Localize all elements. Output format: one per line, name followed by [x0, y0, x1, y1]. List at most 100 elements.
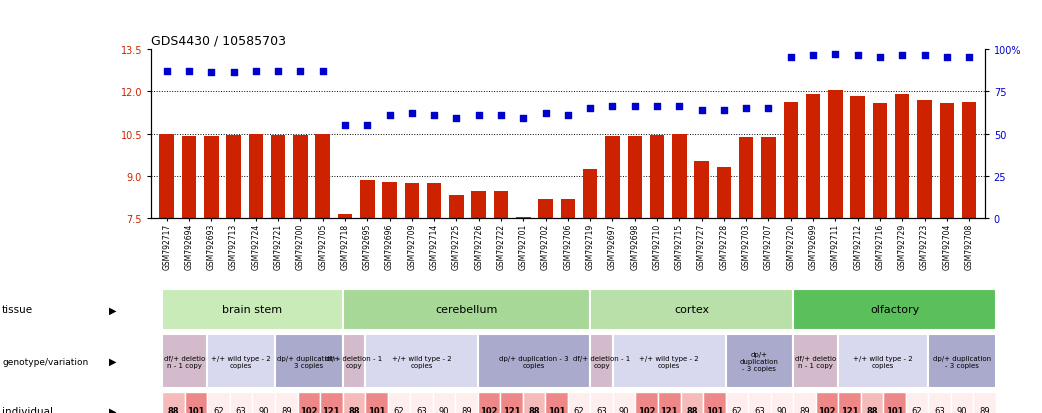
Point: [871, 55, 888, 61]
Point: [804, 53, 821, 59]
Text: 63: 63: [235, 406, 247, 413]
Text: 89: 89: [281, 406, 292, 413]
Point: [671, 104, 688, 110]
Bar: [605, 136, 620, 219]
Text: 101: 101: [705, 406, 723, 413]
Text: +/+ wild type - 2
copies: +/+ wild type - 2 copies: [640, 355, 699, 368]
Bar: [627, 136, 642, 219]
Text: 62: 62: [394, 406, 404, 413]
Point: [493, 112, 510, 119]
Bar: [962, 102, 976, 219]
Bar: [226, 136, 241, 219]
Point: [961, 55, 977, 61]
Bar: [271, 135, 286, 219]
Text: ▶: ▶: [108, 406, 117, 413]
Text: 102: 102: [480, 406, 498, 413]
Text: 88: 88: [866, 406, 877, 413]
Text: cortex: cortex: [674, 305, 710, 315]
Text: df/+ deletio
n - 1 copy: df/+ deletio n - 1 copy: [795, 355, 837, 368]
Text: 90: 90: [258, 406, 269, 413]
Text: 89: 89: [979, 406, 990, 413]
Text: 101: 101: [188, 406, 205, 413]
Point: [939, 55, 956, 61]
Text: tissue: tissue: [2, 305, 33, 315]
Bar: [404, 184, 419, 219]
Bar: [338, 215, 352, 219]
Point: [225, 70, 242, 76]
Point: [158, 68, 175, 75]
Text: +/+ wild type - 2
copies: +/+ wild type - 2 copies: [853, 355, 913, 368]
Text: 90: 90: [439, 406, 449, 413]
Bar: [293, 136, 307, 219]
Bar: [650, 135, 665, 219]
Point: [426, 112, 443, 119]
Bar: [873, 104, 887, 219]
Bar: [382, 183, 397, 219]
Point: [827, 51, 844, 58]
Text: 101: 101: [368, 406, 386, 413]
Text: 88: 88: [348, 406, 359, 413]
Bar: [561, 199, 575, 219]
Point: [783, 55, 799, 61]
Text: 89: 89: [462, 406, 472, 413]
Text: dp/+ duplication -
3 copies: dp/+ duplication - 3 copies: [277, 355, 341, 368]
Bar: [828, 90, 843, 219]
Point: [515, 116, 531, 122]
Point: [180, 68, 197, 75]
Bar: [494, 191, 508, 219]
Bar: [672, 135, 687, 219]
Text: 63: 63: [754, 406, 765, 413]
Text: df/+ deletion - 1
copy: df/+ deletion - 1 copy: [573, 355, 630, 368]
Text: 121: 121: [323, 406, 340, 413]
Text: 63: 63: [416, 406, 427, 413]
Text: 88: 88: [686, 406, 697, 413]
Point: [538, 111, 554, 117]
Point: [292, 68, 308, 75]
Text: 88: 88: [168, 406, 179, 413]
Point: [337, 122, 353, 129]
Point: [916, 53, 933, 59]
Bar: [361, 180, 374, 219]
Point: [894, 53, 911, 59]
Bar: [717, 168, 731, 219]
Text: olfactory: olfactory: [870, 305, 919, 315]
Bar: [427, 184, 442, 219]
Text: 102: 102: [818, 406, 836, 413]
Point: [248, 68, 265, 75]
Text: df/+ deletio
n - 1 copy: df/+ deletio n - 1 copy: [165, 355, 205, 368]
Text: 121: 121: [661, 406, 678, 413]
Text: 90: 90: [776, 406, 787, 413]
Bar: [739, 138, 753, 219]
Point: [470, 112, 487, 119]
Text: 102: 102: [638, 406, 655, 413]
Bar: [895, 95, 910, 219]
Text: 62: 62: [574, 406, 585, 413]
Text: 62: 62: [214, 406, 224, 413]
Point: [270, 68, 287, 75]
Point: [626, 104, 643, 110]
Bar: [249, 135, 263, 219]
Bar: [805, 95, 820, 219]
Bar: [516, 218, 530, 219]
Text: 89: 89: [799, 406, 810, 413]
Text: +/+ wild type - 2
copies: +/+ wild type - 2 copies: [392, 355, 451, 368]
Text: 90: 90: [619, 406, 629, 413]
Text: 62: 62: [731, 406, 742, 413]
Text: dp/+
duplication
- 3 copies: dp/+ duplication - 3 copies: [740, 351, 778, 371]
Point: [693, 107, 710, 114]
Point: [849, 53, 866, 59]
Bar: [539, 200, 553, 219]
Text: 102: 102: [300, 406, 318, 413]
Bar: [694, 162, 709, 219]
Bar: [784, 103, 798, 219]
Text: ▶: ▶: [108, 305, 117, 315]
Text: individual: individual: [2, 406, 53, 413]
Bar: [204, 136, 219, 219]
Text: 88: 88: [528, 406, 540, 413]
Text: GDS4430 / 10585703: GDS4430 / 10585703: [151, 34, 287, 47]
Bar: [850, 97, 865, 219]
Point: [738, 106, 754, 112]
Text: brain stem: brain stem: [222, 305, 282, 315]
Point: [649, 104, 666, 110]
Text: df/+ deletion - 1
copy: df/+ deletion - 1 copy: [325, 355, 382, 368]
